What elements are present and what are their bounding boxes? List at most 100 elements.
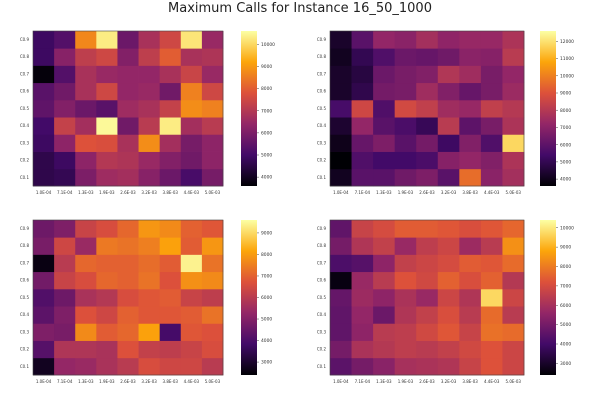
y-tick-label: C0.7 xyxy=(317,71,327,76)
heatmap-cell xyxy=(138,288,161,307)
heatmap-cell xyxy=(459,31,482,49)
heatmap-cell xyxy=(416,31,439,49)
x-tick-label: 3.2E-03 xyxy=(141,379,157,384)
x-tick-label: 1.0E-04 xyxy=(333,379,349,384)
heatmap-cell xyxy=(502,65,525,84)
heatmap-cell xyxy=(33,65,55,84)
heatmap-cell xyxy=(201,82,224,101)
heatmap-cell xyxy=(351,151,374,170)
heatmap-cell xyxy=(394,323,417,341)
y-tick-label: C0.1 xyxy=(20,175,30,180)
heatmap-cell xyxy=(330,306,352,324)
heatmap-cell xyxy=(201,168,224,187)
heatmap-cell xyxy=(437,151,460,170)
x-tick-label: 3.2E-03 xyxy=(441,379,457,384)
heatmap-cell xyxy=(416,271,439,290)
heatmap-cell xyxy=(373,82,396,101)
heatmap-cell xyxy=(117,82,139,101)
heatmap-panel-1: C0.1 C0.2 C0.3 C0.4 C0.5 C0.6 C0.7 C0.8 C0.9 1.0E… xyxy=(20,30,275,195)
heatmap-cell xyxy=(351,168,374,187)
heatmap-cell xyxy=(502,237,525,255)
heatmap-cell xyxy=(416,117,439,135)
y-tick-label: C0.2 xyxy=(20,347,30,352)
y-tick-label: C0.3 xyxy=(317,140,327,145)
y-tick-label: C0.5 xyxy=(20,106,30,111)
heatmap-cell xyxy=(394,237,417,255)
y-tick-label: C0.3 xyxy=(20,329,30,334)
heatmap-cell xyxy=(459,151,482,170)
heatmap-cell xyxy=(75,323,97,341)
colorbar-tick-label: 5000 xyxy=(560,322,571,328)
heatmap-cell xyxy=(351,220,374,238)
heatmap-cell xyxy=(416,151,439,170)
heatmap-cell xyxy=(459,168,482,187)
heatmap-cell xyxy=(330,340,352,359)
x-tick-label: 4.4E-03 xyxy=(484,379,500,384)
heatmap-cell xyxy=(416,254,439,273)
heatmap-cell xyxy=(159,288,182,307)
heatmap-cell xyxy=(459,254,482,273)
heatmap-cell xyxy=(459,117,482,135)
x-tick-label: 1.0E-04 xyxy=(36,190,52,195)
heatmap-cell xyxy=(75,151,97,170)
heatmap-cell xyxy=(330,65,352,84)
heatmap-cell xyxy=(394,168,417,187)
heatmap-cell xyxy=(480,357,503,376)
heatmap-cell xyxy=(437,323,460,341)
colorbar-tick-label: 8000 xyxy=(261,86,272,92)
heatmap-cell xyxy=(75,340,97,359)
heatmap-cell xyxy=(75,65,97,84)
heatmap-cell xyxy=(437,306,460,324)
heatmap-cell xyxy=(502,271,525,290)
heatmap-cell xyxy=(351,271,374,290)
heatmap-cell xyxy=(159,31,182,49)
heatmap-cell xyxy=(180,31,203,49)
heatmap-cell xyxy=(54,151,76,170)
heatmap-cell xyxy=(180,288,203,307)
y-tick-label: C0.8 xyxy=(20,54,30,59)
heatmap-cell xyxy=(54,220,76,238)
colorbar-tick-label: 9000 xyxy=(560,91,571,97)
y-tick-label: C0.7 xyxy=(317,260,327,265)
y-tick-label: C0.6 xyxy=(317,89,327,94)
colorbar-tick-label: 8000 xyxy=(560,108,571,114)
heatmap-cell xyxy=(33,271,55,290)
x-tick-label: 1.0E-04 xyxy=(36,379,52,384)
heatmap-cell xyxy=(54,48,76,66)
x-tick-label: 3.8E-03 xyxy=(462,190,478,195)
heatmap-cell xyxy=(502,82,525,101)
heatmap-cell xyxy=(75,254,97,273)
heatmap-cell xyxy=(138,82,161,101)
heatmap-cell xyxy=(96,323,118,341)
heatmap-cell xyxy=(33,306,55,324)
heatmap-cell xyxy=(373,31,396,49)
y-tick-label: C0.9 xyxy=(20,37,30,42)
heatmap-cell xyxy=(416,237,439,255)
heatmap-cell xyxy=(394,254,417,273)
heatmap-cell xyxy=(159,340,182,359)
heatmap-cell xyxy=(330,271,352,290)
heatmap-cell xyxy=(33,48,55,66)
y-tick-label: C0.4 xyxy=(317,123,327,128)
colorbar-tick-label: 5000 xyxy=(261,153,272,159)
heatmap-cell xyxy=(373,271,396,290)
heatmap-cell xyxy=(459,48,482,66)
heatmap-cell xyxy=(54,134,76,152)
heatmap-cell xyxy=(502,254,525,273)
heatmap-cell xyxy=(201,48,224,66)
colorbar-tick-label: 9000 xyxy=(261,231,272,237)
colorbar-tick-label: 10000 xyxy=(560,73,574,79)
heatmap-cell xyxy=(117,323,139,341)
heatmap-cell xyxy=(502,48,525,66)
y-tick-label: C0.8 xyxy=(20,243,30,248)
heatmap-cell xyxy=(54,117,76,135)
heatmap-cell xyxy=(117,288,139,307)
heatmap-cell xyxy=(373,117,396,135)
heatmap-cell xyxy=(480,237,503,255)
colorbar-tick-label: 4000 xyxy=(560,177,571,183)
heatmap-cell xyxy=(33,220,55,238)
heatmap-cell xyxy=(138,151,161,170)
y-tick-label: C0.3 xyxy=(317,329,327,334)
heatmap-cell xyxy=(159,168,182,187)
heatmap-cell xyxy=(96,48,118,66)
